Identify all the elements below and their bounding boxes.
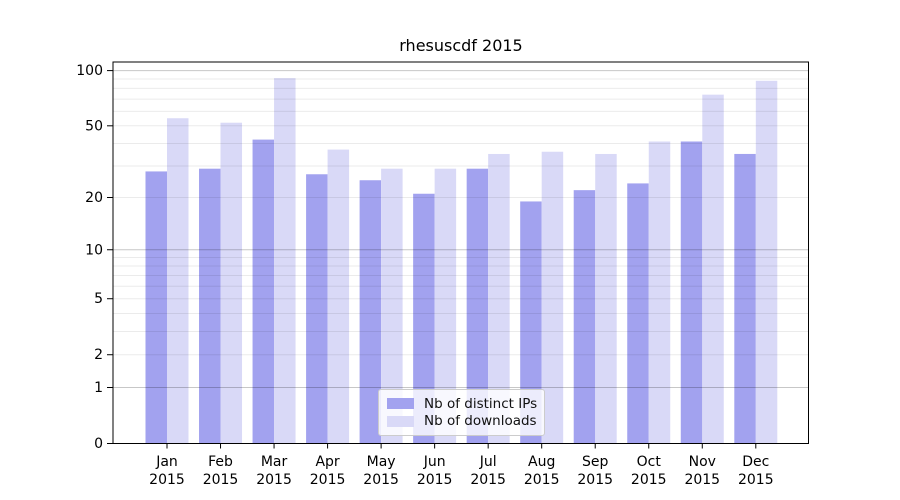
x-tick-label-month: Jun [423, 454, 446, 470]
bar-distinct-ips-aug [520, 201, 542, 444]
legend: Nb of distinct IPs Nb of downloads [378, 389, 545, 436]
x-tick-label-year: 2015 [256, 472, 292, 488]
bar-distinct-ips-nov [680, 141, 703, 444]
y-tick-label: 10 [85, 242, 103, 258]
bar-distinct-ips-mar [252, 139, 275, 444]
legend-label-downloads: Nb of downloads [424, 413, 537, 430]
x-tick-label-year: 2015 [684, 472, 720, 488]
x-tick-label-month: Oct [637, 454, 662, 470]
x-tick-label-month: Sep [582, 454, 609, 470]
x-tick-label-year: 2015 [149, 472, 185, 488]
bar-distinct-ips-oct [627, 183, 649, 444]
bar-downloads-jun [434, 168, 457, 444]
legend-item-downloads: Nb of downloads [387, 413, 537, 430]
bar-distinct-ips-dec [734, 153, 756, 444]
x-tick-label-month: Jul [479, 454, 497, 470]
x-tick-label-year: 2015 [203, 472, 239, 488]
bar-downloads-apr [327, 149, 350, 444]
bar-distinct-ips-feb [199, 168, 221, 444]
bar-downloads-nov [702, 94, 724, 444]
bar-downloads-sep [595, 153, 617, 444]
x-tick-label-year: 2015 [738, 472, 774, 488]
bar-downloads-dec [755, 80, 778, 444]
legend-swatch-downloads-icon [387, 415, 414, 427]
bar-distinct-ips-apr [306, 174, 328, 444]
bar-distinct-ips-jun [413, 193, 435, 444]
x-tick-label-year: 2015 [524, 472, 560, 488]
x-tick-label-year: 2015 [310, 472, 346, 488]
x-tick-label-year: 2015 [631, 472, 667, 488]
x-tick-label-month: Nov [689, 454, 716, 470]
plot-frame [112, 61, 809, 444]
chart-title: rhesuscdf 2015 [399, 36, 523, 55]
x-tick-label-year: 2015 [363, 472, 399, 488]
bar-distinct-ips-jul [466, 168, 489, 444]
x-tick-label-month: Mar [261, 454, 288, 470]
x-tick-label-month: Aug [528, 454, 555, 470]
bar-distinct-ips-may [359, 180, 382, 444]
y-tick-label: 100 [76, 63, 103, 79]
x-tick-label-month: Apr [315, 454, 339, 470]
bar-distinct-ips-sep [573, 190, 596, 444]
x-tick-label-month: Jan [155, 454, 178, 470]
legend-item-distinct-ips: Nb of distinct IPs [387, 395, 538, 412]
bar-downloads-may [381, 168, 403, 444]
y-tick-label: 5 [94, 291, 103, 307]
bar-downloads-oct [648, 141, 671, 444]
x-tick-label-year: 2015 [577, 472, 613, 488]
bar-downloads-feb [220, 122, 243, 444]
bar-downloads-mar [274, 78, 296, 444]
y-tick-label: 50 [85, 118, 103, 134]
legend-swatch-distinct-ips-icon [387, 398, 414, 410]
bar-downloads-jan [167, 118, 189, 444]
bar-distinct-ips-jan [145, 171, 167, 444]
y-tick-label: 2 [94, 347, 103, 363]
y-tick-label: 1 [94, 380, 103, 396]
legend-label-distinct-ips: Nb of distinct IPs [424, 395, 538, 412]
bar-downloads-jul [488, 153, 510, 444]
x-tick-label-month: Feb [208, 454, 233, 470]
x-tick-label-month: May [367, 454, 396, 470]
x-tick-label-year: 2015 [470, 472, 506, 488]
y-tick-label: 20 [85, 190, 103, 206]
x-tick-label-year: 2015 [417, 472, 453, 488]
bar-downloads-aug [541, 151, 564, 444]
x-tick-label-month: Dec [742, 454, 769, 470]
y-tick-label: 0 [94, 436, 103, 452]
